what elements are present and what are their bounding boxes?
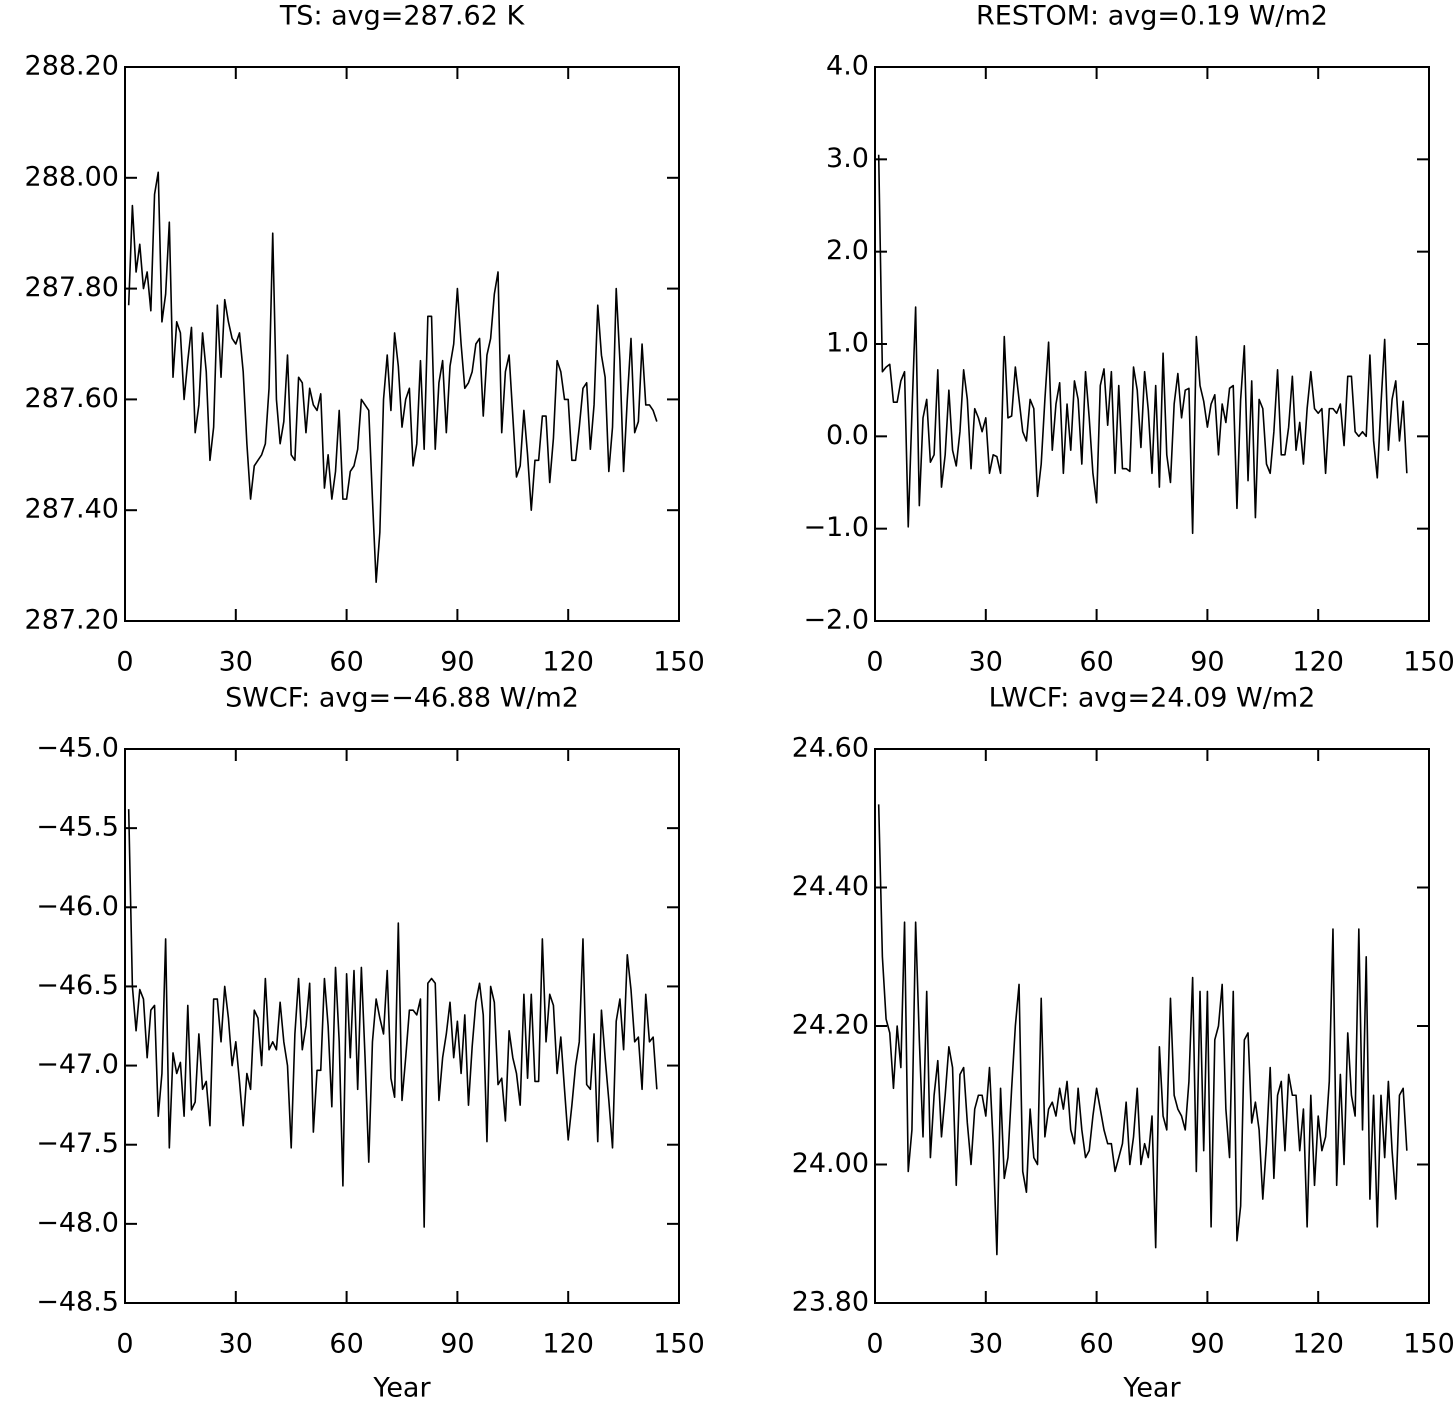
panel-title: TS: avg=287.62 K xyxy=(279,1,526,32)
x-tick-label: 150 xyxy=(653,1329,705,1360)
x-tick-label: 60 xyxy=(1079,1329,1113,1360)
y-tick-label: −47.0 xyxy=(36,1049,119,1080)
y-tick-label: −48.0 xyxy=(36,1207,119,1238)
x-tick-label: 30 xyxy=(219,1329,253,1360)
y-tick-label: −46.0 xyxy=(36,891,119,922)
x-tick-label: 120 xyxy=(1292,1329,1344,1360)
panel-title: LWCF: avg=24.09 W/m2 xyxy=(989,683,1316,714)
x-tick-label: 0 xyxy=(116,1329,133,1360)
x-tick-label: 0 xyxy=(866,647,883,678)
y-tick-label: 1.0 xyxy=(826,328,869,359)
y-tick-label: 288.00 xyxy=(25,161,119,192)
y-tick-label: −1.0 xyxy=(803,512,869,543)
x-tick-label: 0 xyxy=(866,1329,883,1360)
y-tick-label: −45.5 xyxy=(36,812,119,843)
x-tick-label: 30 xyxy=(219,647,253,678)
y-tick-label: 0.0 xyxy=(826,420,869,451)
x-tick-label: 120 xyxy=(542,647,594,678)
panel-title: RESTOM: avg=0.19 W/m2 xyxy=(976,1,1328,32)
x-tick-label: 60 xyxy=(1079,647,1113,678)
y-tick-label: 24.60 xyxy=(792,733,869,764)
y-tick-label: −48.5 xyxy=(36,1287,119,1318)
plot-frame xyxy=(124,748,680,1304)
y-tick-label: 4.0 xyxy=(826,51,869,82)
y-tick-label: 24.00 xyxy=(792,1148,869,1179)
y-tick-label: 288.20 xyxy=(25,51,119,82)
y-tick-label: 287.40 xyxy=(25,494,119,525)
data-line xyxy=(127,809,658,1228)
y-tick-label: 24.40 xyxy=(792,871,869,902)
data-line xyxy=(877,804,1408,1256)
x-axis-label: Year xyxy=(1122,1373,1181,1402)
y-tick-label: −47.5 xyxy=(36,1128,119,1159)
x-axis-label: Year xyxy=(372,1373,431,1402)
x-tick-label: 0 xyxy=(116,647,133,678)
plot-frame xyxy=(874,748,1430,1304)
x-tick-label: 90 xyxy=(1190,647,1224,678)
data-line xyxy=(877,154,1408,535)
y-tick-label: 2.0 xyxy=(826,235,869,266)
x-tick-label: 150 xyxy=(653,647,705,678)
y-tick-label: −45.0 xyxy=(36,733,119,764)
x-tick-label: 90 xyxy=(440,647,474,678)
y-tick-label: −46.5 xyxy=(36,970,119,1001)
x-tick-label: 150 xyxy=(1403,647,1453,678)
y-tick-label: 287.80 xyxy=(25,272,119,303)
x-tick-label: 90 xyxy=(1190,1329,1224,1360)
y-tick-label: 287.20 xyxy=(25,605,119,636)
data-line xyxy=(127,171,658,584)
y-tick-label: 287.60 xyxy=(25,383,119,414)
x-tick-label: 60 xyxy=(329,647,363,678)
x-tick-label: 60 xyxy=(329,1329,363,1360)
x-tick-label: 90 xyxy=(440,1329,474,1360)
x-tick-label: 120 xyxy=(1292,647,1344,678)
plot-frame xyxy=(124,66,680,622)
y-tick-label: −2.0 xyxy=(803,605,869,636)
x-tick-label: 30 xyxy=(969,1329,1003,1360)
x-tick-label: 150 xyxy=(1403,1329,1453,1360)
x-tick-label: 30 xyxy=(969,647,1003,678)
plot-frame xyxy=(874,66,1430,622)
y-tick-label: 23.80 xyxy=(792,1287,869,1318)
y-tick-label: 3.0 xyxy=(826,143,869,174)
x-tick-label: 120 xyxy=(542,1329,594,1360)
y-tick-label: 24.20 xyxy=(792,1010,869,1041)
panel-title: SWCF: avg=−46.88 W/m2 xyxy=(225,683,579,714)
